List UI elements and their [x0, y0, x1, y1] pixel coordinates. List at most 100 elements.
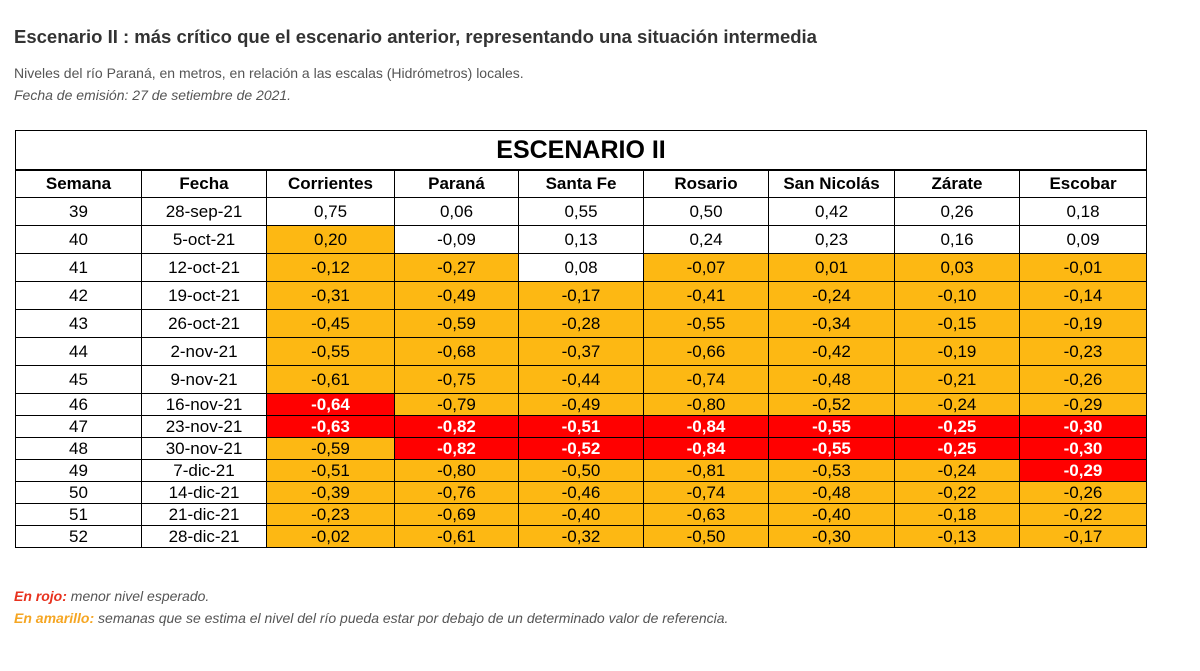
table-cell: -0,80 — [394, 459, 519, 482]
column-header: Santa Fe — [518, 169, 644, 198]
table-cell: -0,30 — [768, 525, 895, 548]
column-header: Escobar — [1018, 169, 1148, 198]
table-cell: -0,23 — [266, 503, 395, 526]
table-cell: -0,69 — [394, 503, 519, 526]
table-cell: -0,80 — [643, 393, 769, 416]
table-cell: -0,66 — [643, 337, 769, 366]
table-cell: 41 — [15, 253, 142, 282]
table-cell: 0,75 — [266, 197, 395, 226]
table-cell: -0,44 — [518, 365, 644, 394]
scenario-table: ESCENARIO II Semana Fecha Corrientes Paraná… — [14, 130, 1148, 548]
table-cell: -0,75 — [394, 365, 519, 394]
table-cell: -0,26 — [1018, 481, 1148, 504]
legend-red-label: En rojo: — [14, 588, 67, 604]
column-header: San Nicolás — [768, 169, 895, 198]
table-cell: -0,40 — [768, 503, 895, 526]
table-cell: -0,84 — [643, 437, 769, 460]
table-cell: -0,13 — [894, 525, 1020, 548]
table-row: 48 30-nov-21 -0,59 -0,82 -0,52 -0,84 -0,55 -0,2… — [15, 437, 1148, 460]
table-cell: 23-nov-21 — [141, 415, 267, 438]
column-header: Paraná — [394, 169, 519, 198]
column-header: Rosario — [643, 169, 769, 198]
table-cell: -0,28 — [518, 309, 644, 338]
legend-yellow-text: semanas que se estima el nivel del río p… — [94, 610, 729, 626]
legend-red-text: menor nivel esperado. — [66, 588, 210, 604]
table-cell: -0,39 — [266, 481, 395, 504]
table-cell: -0,22 — [894, 481, 1020, 504]
table-cell: -0,63 — [643, 503, 769, 526]
table-row: 49 7-dic-21 -0,51 -0,80 -0,50 -0,81 -0,53 -0,24… — [15, 459, 1148, 482]
table-cell: -0,07 — [643, 253, 769, 282]
column-header: Fecha — [141, 169, 267, 198]
table-cell: -0,81 — [643, 459, 769, 482]
table-cell: 30-nov-21 — [141, 437, 267, 460]
table-cell: -0,24 — [768, 281, 895, 310]
table-cell: 0,08 — [518, 253, 644, 282]
table-cell: -0,25 — [894, 415, 1020, 438]
table-cell: -0,74 — [643, 481, 769, 504]
column-header: Corrientes — [266, 169, 395, 198]
table-cell: -0,63 — [266, 415, 395, 438]
table-cell: -0,29 — [1018, 459, 1148, 482]
table-cell: 49 — [15, 459, 142, 482]
table-cell: 0,03 — [894, 253, 1020, 282]
table-row: 42 19-oct-21 -0,31 -0,49 -0,17 -0,41 -0,24 -0,1… — [15, 281, 1148, 310]
table-cell: -0,30 — [1018, 437, 1148, 460]
table-cell: -0,51 — [266, 459, 395, 482]
table-cell: 0,18 — [1018, 197, 1148, 226]
table-row: 47 23-nov-21 -0,63 -0,82 -0,51 -0,84 -0,55 -0,2… — [15, 415, 1148, 438]
table-cell: -0,22 — [1018, 503, 1148, 526]
table-row: 44 2-nov-21 -0,55 -0,68 -0,37 -0,66 -0,42 -0,19… — [15, 337, 1148, 366]
subtitle: Niveles del río Paraná, en metros, en re… — [14, 65, 524, 81]
table-row: 51 21-dic-21 -0,23 -0,69 -0,40 -0,63 -0,40 -0,1… — [15, 503, 1148, 526]
table-cell: 0,42 — [768, 197, 895, 226]
table-cell: -0,14 — [1018, 281, 1148, 310]
table-cell: -0,49 — [394, 281, 519, 310]
table-cell: 0,16 — [894, 225, 1020, 254]
table-cell: -0,76 — [394, 481, 519, 504]
table-cell: -0,15 — [894, 309, 1020, 338]
table-cell: -0,45 — [266, 309, 395, 338]
column-header: Zárate — [894, 169, 1020, 198]
table-row: 39 28-sep-21 0,75 0,06 0,55 0,50 0,42 0,26 0,18 — [15, 197, 1148, 226]
table-cell: 14-dic-21 — [141, 481, 267, 504]
table-row: 50 14-dic-21 -0,39 -0,76 -0,46 -0,74 -0,48 -0,2… — [15, 481, 1148, 504]
table-cell: 44 — [15, 337, 142, 366]
table-cell: -0,41 — [643, 281, 769, 310]
table-cell: -0,21 — [894, 365, 1020, 394]
table-cell: -0,68 — [394, 337, 519, 366]
table-cell: 2-nov-21 — [141, 337, 267, 366]
table-cell: -0,09 — [394, 225, 519, 254]
table-cell: -0,40 — [518, 503, 644, 526]
table-cell: -0,24 — [894, 459, 1020, 482]
table-cell: -0,84 — [643, 415, 769, 438]
table-cell: 42 — [15, 281, 142, 310]
table-cell: -0,19 — [1018, 309, 1148, 338]
table-cell: -0,61 — [394, 525, 519, 548]
table-cell: 51 — [15, 503, 142, 526]
table-cell: -0,61 — [266, 365, 395, 394]
table-cell: -0,42 — [768, 337, 895, 366]
table-body: 39 28-sep-21 0,75 0,06 0,55 0,50 0,42 0,26 0,18 4… — [15, 197, 1148, 548]
table-cell: -0,55 — [768, 415, 895, 438]
table-cell: -0,55 — [643, 309, 769, 338]
table-cell: 7-dic-21 — [141, 459, 267, 482]
table-cell: -0,48 — [768, 365, 895, 394]
table-cell: -0,82 — [394, 437, 519, 460]
table-cell: 0,01 — [768, 253, 895, 282]
table-cell: 0,24 — [643, 225, 769, 254]
table-row: 40 5-oct-21 0,20 -0,09 0,13 0,24 0,23 0,16 0,09 — [15, 225, 1148, 254]
table-cell: -0,12 — [266, 253, 395, 282]
table-cell: -0,52 — [768, 393, 895, 416]
table-cell: 0,06 — [394, 197, 519, 226]
column-header-row: Semana Fecha Corrientes Paraná Santa Fe Rosar… — [15, 169, 1148, 198]
table-banner: ESCENARIO II — [14, 130, 1148, 171]
table-cell: 46 — [15, 393, 142, 416]
table-cell: -0,25 — [894, 437, 1020, 460]
table-cell: -0,34 — [768, 309, 895, 338]
table-cell: -0,52 — [518, 437, 644, 460]
table-cell: -0,30 — [1018, 415, 1148, 438]
table-cell: -0,55 — [768, 437, 895, 460]
table-row: 45 9-nov-21 -0,61 -0,75 -0,44 -0,74 -0,48 -0,21… — [15, 365, 1148, 394]
table-cell: 45 — [15, 365, 142, 394]
